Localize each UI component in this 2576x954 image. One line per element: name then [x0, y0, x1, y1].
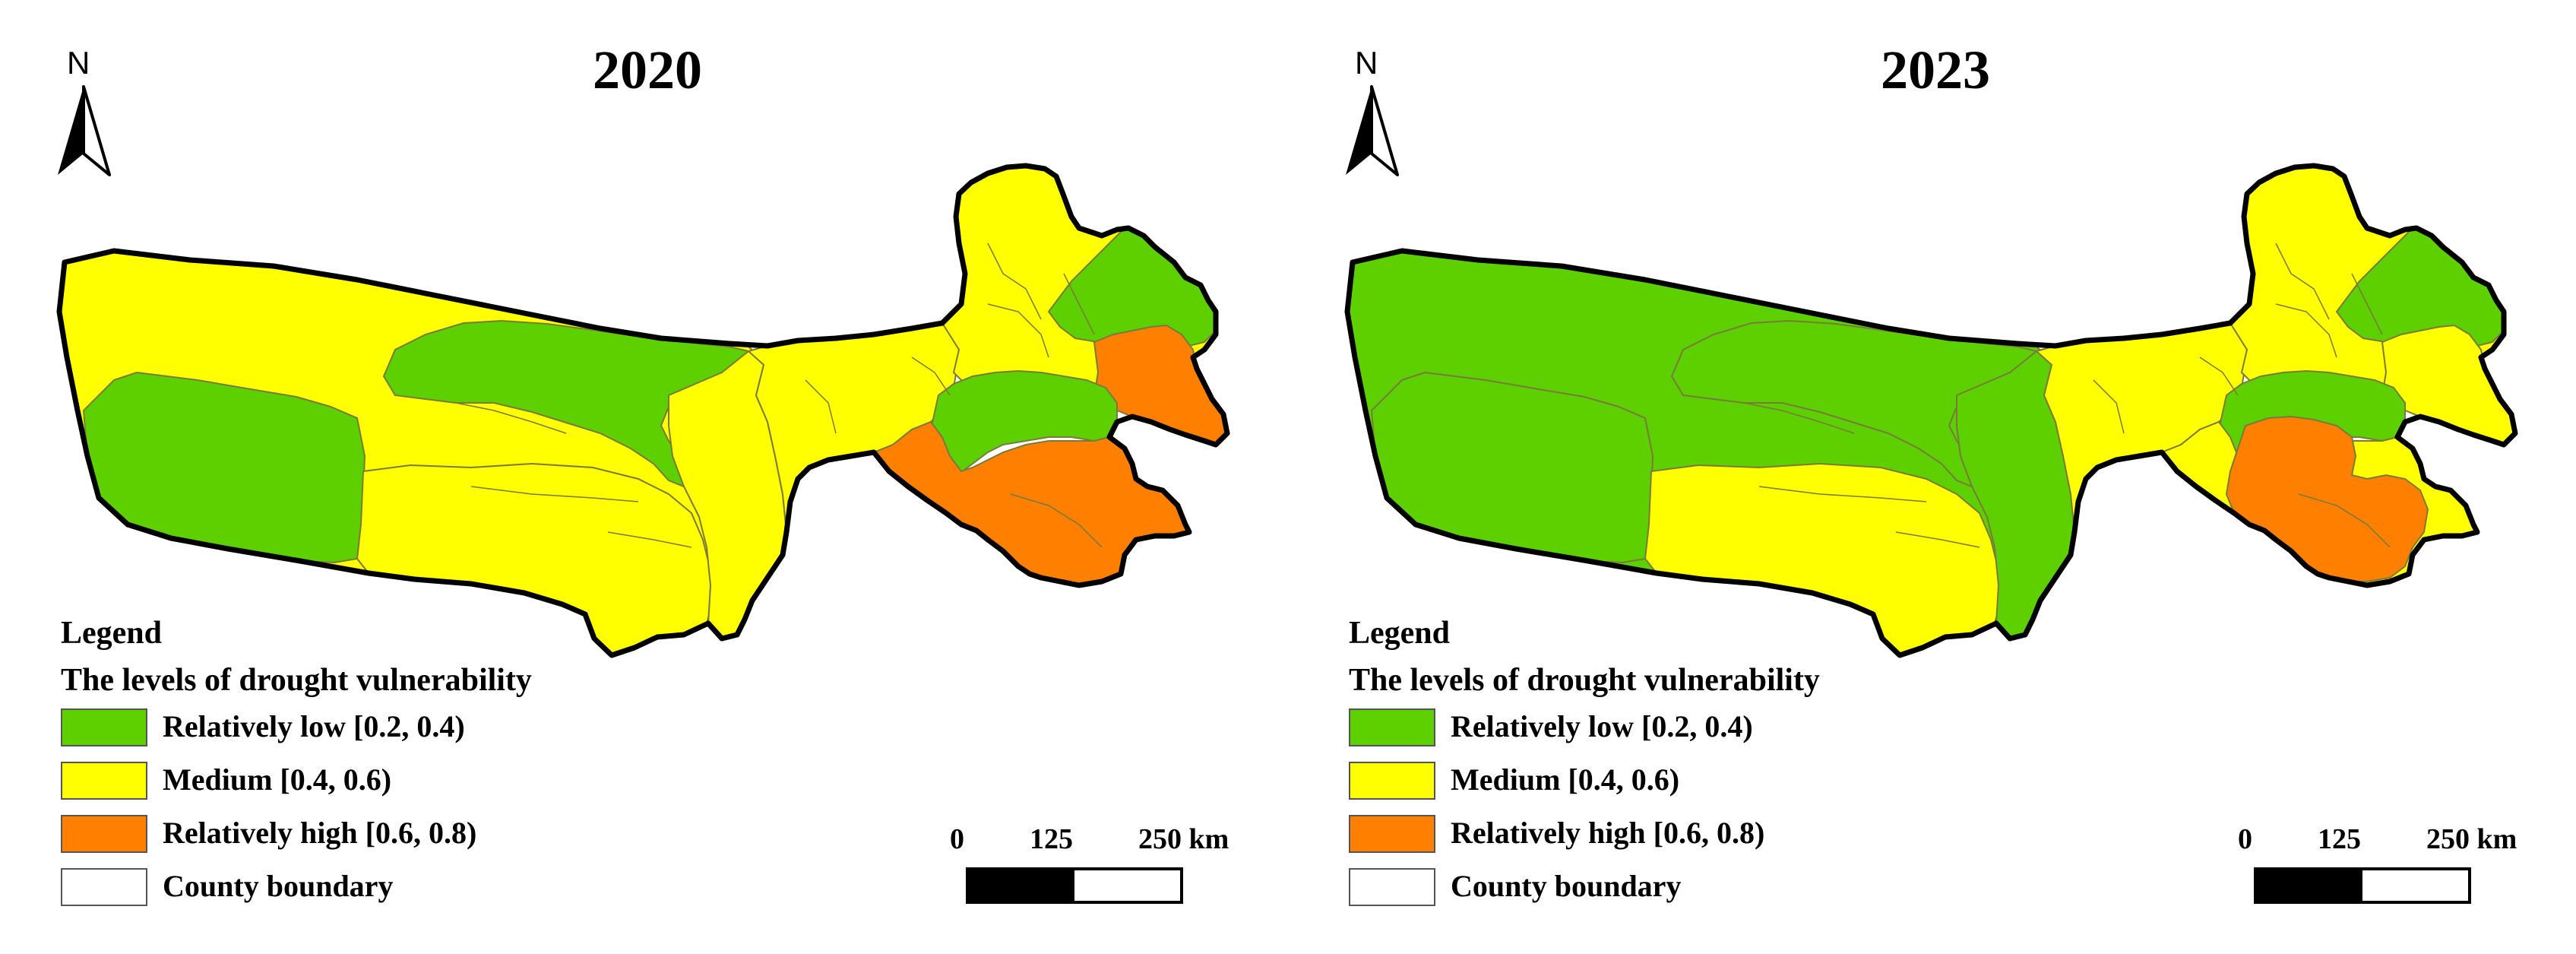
county-boundary-line — [607, 531, 692, 548]
legend-swatch — [1349, 708, 1435, 746]
legend-label: Relatively high [0.6, 0.8) — [1451, 816, 1765, 850]
legend: Legend The levels of drought vulnerabili… — [61, 617, 532, 909]
scale-bar: 0 125 250 km — [950, 825, 1269, 916]
legend-item-medium: Medium [0.4, 0.6) — [61, 760, 532, 803]
legend-label: County boundary — [163, 869, 394, 903]
county-boundary-line — [2199, 357, 2239, 396]
scale-tick-label: 0 — [2238, 823, 2252, 855]
study-area-outline — [1344, 163, 2518, 658]
legend-swatch — [61, 868, 147, 906]
county-boundary-line — [1743, 402, 1855, 434]
north-label: N — [67, 45, 90, 81]
north-arrow-icon: N — [46, 47, 122, 184]
legend-item-county-boundary: County boundary — [1349, 867, 1820, 909]
legend-item-county-boundary: County boundary — [61, 867, 532, 909]
county-boundary-line — [2351, 273, 2383, 335]
county-boundary-line — [911, 357, 951, 396]
county-boundary-line — [1063, 273, 1095, 335]
legend-label: County boundary — [1451, 869, 1682, 903]
legend-label: Medium [0.4, 0.6) — [1451, 762, 1680, 797]
legend-subtitle: The levels of drought vulnerability — [61, 663, 532, 698]
county-boundary-line — [2275, 303, 2337, 358]
county-boundary-line — [987, 242, 1042, 320]
county-boundary-line — [2298, 493, 2391, 548]
scale-tick-label: 125 — [2318, 823, 2361, 855]
north-label: N — [1355, 45, 1378, 81]
legend-swatch — [1349, 868, 1435, 906]
legend-heading: Legend — [61, 616, 163, 651]
scale-tick-label: 250 km — [2426, 823, 2517, 855]
county-boundary-line — [470, 486, 639, 502]
legend-swatch — [1349, 815, 1435, 853]
county-boundary-line — [805, 379, 837, 434]
legend-item-high: Relatively high [0.6, 0.8) — [61, 813, 532, 856]
map-panel-2023: 2023 N Legend The levels of drought vuln… — [1288, 0, 2576, 954]
county-boundary-line — [1895, 531, 1980, 548]
legend-label: Relatively high [0.6, 0.8) — [163, 816, 477, 850]
county-region-se-block — [872, 420, 1191, 587]
legend-label: Medium [0.4, 0.6) — [163, 762, 392, 797]
map-panel-2020: 2020 N Legend The levels of drought vuln… — [46, 40, 1269, 916]
legend-item-high: Relatively high [0.6, 0.8) — [1349, 813, 1820, 856]
county-boundary-line — [455, 402, 567, 434]
legend: Legend The levels of drought vulnerabili… — [1349, 617, 1820, 909]
county-boundary-line — [987, 303, 1049, 358]
north-arrow-icon: N — [1334, 47, 1410, 184]
study-area-outline — [56, 163, 1230, 658]
county-boundary-line — [1010, 493, 1103, 548]
legend-swatch — [61, 762, 147, 800]
scale-tick-label: 125 — [1030, 823, 1073, 855]
legend-swatch — [1349, 762, 1435, 800]
legend-item-medium: Medium [0.4, 0.6) — [1349, 760, 1820, 803]
panel-title: 2023 — [1881, 40, 1990, 100]
legend-item-low: Relatively low [0.2, 0.4) — [1349, 707, 1820, 750]
scale-tick-label: 0 — [950, 823, 964, 855]
legend-swatch — [61, 708, 147, 746]
legend-item-low: Relatively low [0.2, 0.4) — [61, 707, 532, 750]
choropleth-map-2023 — [1344, 163, 2518, 658]
scale-bar: 0 125 250 km — [2238, 825, 2557, 916]
legend-swatch — [61, 815, 147, 853]
legend-subtitle: The levels of drought vulnerability — [1349, 663, 1820, 698]
legend-label: Relatively low [0.2, 0.4) — [163, 709, 465, 743]
scale-tick-label: 250 km — [1138, 823, 1229, 855]
panel-title: 2020 — [593, 40, 702, 100]
county-boundary-line — [2093, 379, 2125, 434]
county-boundary-line — [2275, 242, 2330, 320]
legend-label: Relatively low [0.2, 0.4) — [1451, 709, 1753, 743]
choropleth-map-2020 — [56, 163, 1230, 658]
legend-heading: Legend — [1349, 616, 1451, 651]
county-boundary-line — [1758, 486, 1927, 502]
